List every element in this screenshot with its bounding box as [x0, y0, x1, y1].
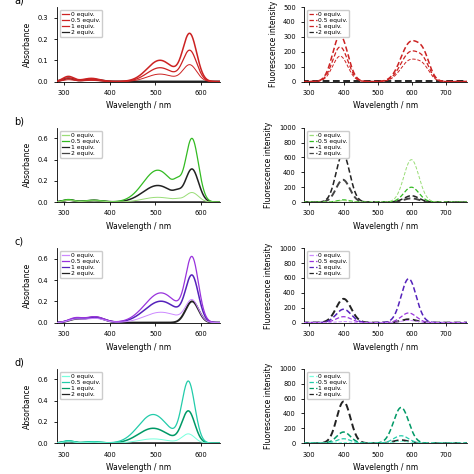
- Text: d): d): [14, 357, 24, 367]
- X-axis label: Wavelength / nm: Wavelength / nm: [353, 463, 418, 472]
- Legend: 0 equiv., 0.5 equiv., 1 equiv., 2 equiv.: 0 equiv., 0.5 equiv., 1 equiv., 2 equiv.: [60, 10, 102, 37]
- Text: b): b): [14, 116, 24, 126]
- Y-axis label: Absorbance: Absorbance: [23, 142, 32, 188]
- Legend: 0 equiv., 0.5 equiv., 1 equiv., 2 equiv.: 0 equiv., 0.5 equiv., 1 equiv., 2 equiv.: [307, 372, 349, 399]
- Text: a): a): [14, 0, 24, 6]
- Y-axis label: Absorbance: Absorbance: [23, 263, 32, 308]
- Y-axis label: Fluorescence intensity: Fluorescence intensity: [264, 363, 273, 449]
- Y-axis label: Fluorescence intensity: Fluorescence intensity: [264, 242, 273, 328]
- Legend: 0 equiv., 0.5 equiv., 1 equiv., 2 equiv.: 0 equiv., 0.5 equiv., 1 equiv., 2 equiv.: [307, 131, 349, 158]
- Y-axis label: Absorbance: Absorbance: [23, 383, 32, 428]
- Text: c): c): [14, 237, 23, 247]
- X-axis label: Wavelength / nm: Wavelength / nm: [106, 101, 171, 110]
- Legend: 0 equiv., 0.5 equiv., 1 equiv., 2 equiv.: 0 equiv., 0.5 equiv., 1 equiv., 2 equiv.: [60, 372, 102, 399]
- X-axis label: Wavelength / nm: Wavelength / nm: [353, 101, 418, 110]
- Legend: 0 equiv., 0.5 equiv., 1 equiv., 2 equiv.: 0 equiv., 0.5 equiv., 1 equiv., 2 equiv.: [60, 131, 102, 158]
- Y-axis label: Fluorescence intensity: Fluorescence intensity: [269, 1, 278, 87]
- X-axis label: Wavelength / nm: Wavelength / nm: [353, 343, 418, 352]
- Legend: 0 equiv., 0.5 equiv., 1 equiv., 2 equiv.: 0 equiv., 0.5 equiv., 1 equiv., 2 equiv.: [307, 10, 349, 37]
- Y-axis label: Fluorescence intensity: Fluorescence intensity: [264, 122, 273, 208]
- X-axis label: Wavelength / nm: Wavelength / nm: [353, 222, 418, 231]
- Legend: 0 equiv., 0.5 equiv., 1 equiv., 2 equiv.: 0 equiv., 0.5 equiv., 1 equiv., 2 equiv.: [60, 251, 102, 278]
- X-axis label: Wavelength / nm: Wavelength / nm: [106, 343, 171, 352]
- Y-axis label: Absorbance: Absorbance: [23, 22, 32, 67]
- Legend: 0 equiv., 0.5 equiv., 1 equiv., 2 equiv.: 0 equiv., 0.5 equiv., 1 equiv., 2 equiv.: [307, 251, 349, 278]
- X-axis label: Wavelength / nm: Wavelength / nm: [106, 463, 171, 472]
- X-axis label: Wavelength / nm: Wavelength / nm: [106, 222, 171, 231]
